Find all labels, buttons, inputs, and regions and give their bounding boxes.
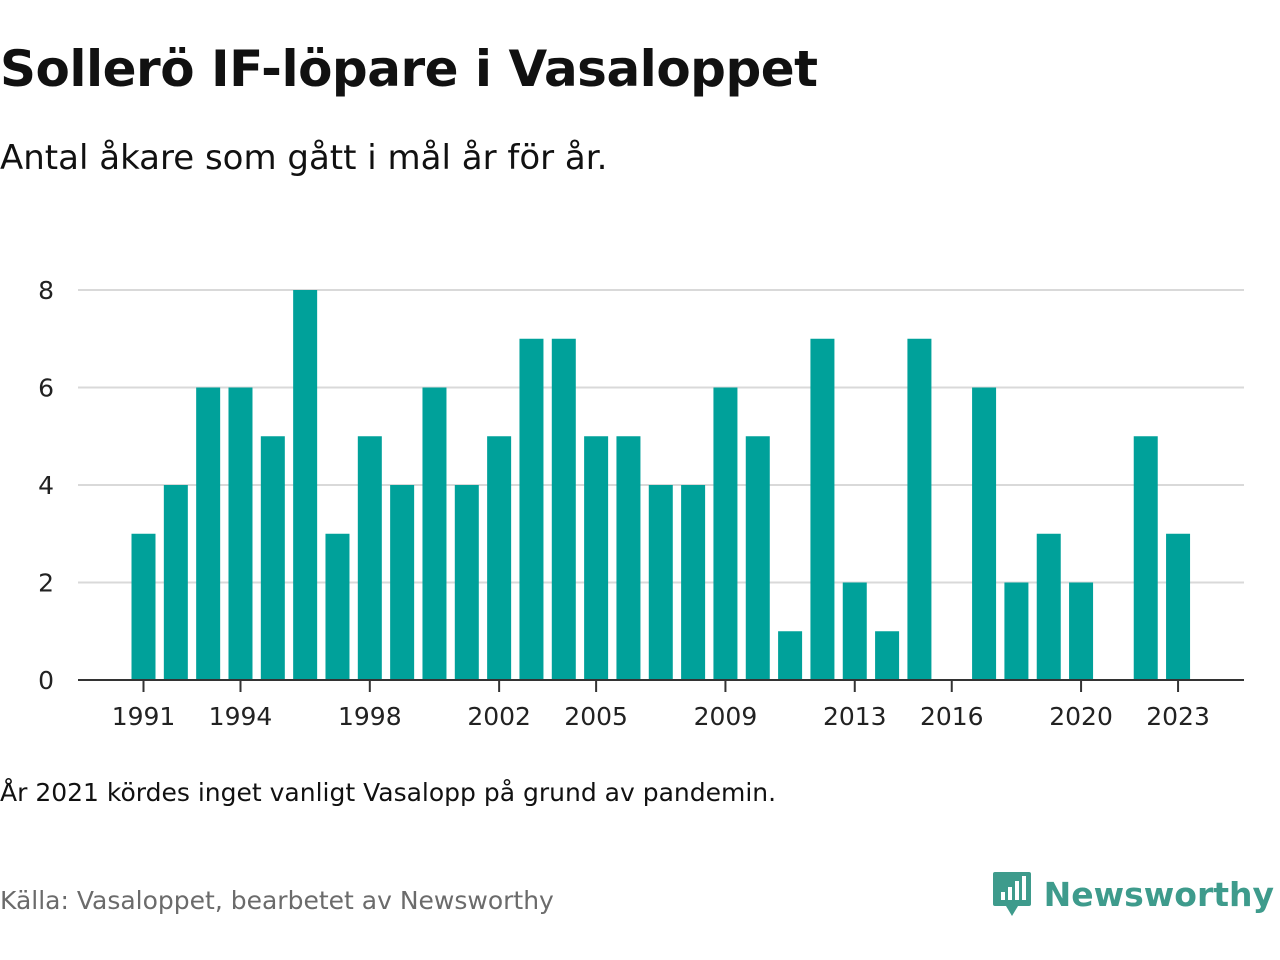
bar (648, 485, 673, 680)
bar (260, 436, 285, 680)
bar (713, 387, 738, 680)
bar (454, 485, 479, 680)
y-tick-label: 6 (38, 374, 54, 403)
bar (551, 338, 576, 680)
bar (681, 485, 706, 680)
y-tick-label: 0 (38, 666, 54, 695)
x-tick-label: 2020 (1049, 702, 1113, 731)
bar (1004, 582, 1029, 680)
y-tick-label: 2 (38, 569, 54, 598)
bar (778, 631, 803, 680)
bar (196, 387, 221, 680)
bar (357, 436, 382, 680)
x-tick-label: 2005 (564, 702, 628, 731)
bar (131, 533, 156, 680)
x-tick-label: 2002 (467, 702, 531, 731)
x-tick-label: 1998 (338, 702, 402, 731)
bar (907, 338, 932, 680)
bar (745, 436, 770, 680)
chart-title: Sollerö IF-löpare i Vasaloppet (0, 40, 818, 98)
newsworthy-logo-icon (992, 872, 1031, 916)
x-tick-label: 2023 (1146, 702, 1210, 731)
bar (584, 436, 609, 680)
bar (1036, 533, 1061, 680)
x-tick-label: 1991 (112, 702, 176, 731)
bar (519, 338, 544, 680)
brand-name: Newsworthy (1043, 874, 1274, 914)
brand-logo: Newsworthy (992, 870, 1274, 918)
x-tick-label: 2013 (823, 702, 887, 731)
bar (842, 582, 867, 680)
bar-chart: 0 2 4 6 8 1991 1994 1998 2002 2005 2009 2013 2016 202… (38, 276, 1244, 731)
chart-subtitle: Antal åkare som gått i mål år för år. (0, 138, 608, 178)
bar (422, 387, 447, 680)
x-tick-label: 1994 (209, 702, 273, 731)
bar (487, 436, 512, 680)
x-tick-label: 2016 (920, 702, 984, 731)
bar (875, 631, 900, 680)
bar (293, 290, 318, 680)
source-credit: Källa: Vasaloppet, bearbetet av Newswort… (0, 886, 554, 915)
bar (228, 387, 253, 680)
bar (616, 436, 641, 680)
bar (1133, 436, 1158, 680)
y-tick-label: 8 (38, 276, 54, 305)
bar (810, 338, 835, 680)
chart-note: År 2021 kördes inget vanligt Vasalopp på… (0, 778, 777, 807)
bar (1069, 582, 1094, 680)
bar (972, 387, 997, 680)
y-tick-label: 4 (38, 471, 54, 500)
x-tick-label: 2009 (694, 702, 758, 731)
bar (325, 533, 350, 680)
bar (390, 485, 415, 680)
bar (1166, 533, 1191, 680)
bar (163, 485, 188, 680)
